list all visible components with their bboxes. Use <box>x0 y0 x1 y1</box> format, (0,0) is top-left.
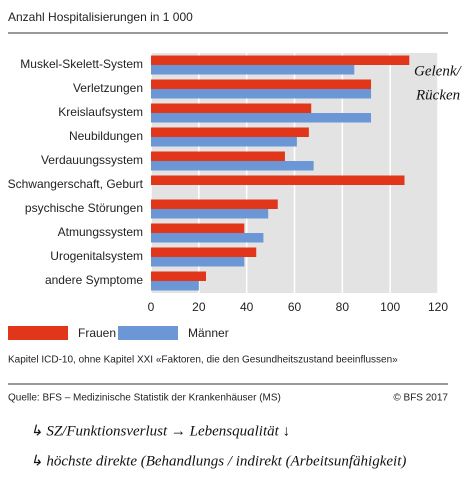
bar <box>151 89 372 99</box>
bar <box>151 137 297 147</box>
legend-swatch <box>118 326 178 340</box>
bar <box>151 151 285 161</box>
y-tick-label: andere Symptome <box>45 273 143 287</box>
legend-swatch <box>8 326 68 340</box>
handwritten-note: ↳ SZ/Funktionsverlust → Lebensqualität ↓ <box>30 423 290 439</box>
handwritten-note: Rücken <box>415 87 460 103</box>
copyright: © BFS 2017 <box>393 393 448 404</box>
x-tick-label: 0 <box>148 300 155 314</box>
x-tick-label: 80 <box>336 300 350 314</box>
chart-title: Anzahl Hospitalisierungen in 1 000 <box>8 10 193 24</box>
bar <box>151 281 199 291</box>
bar <box>151 113 372 123</box>
x-tick-label: 60 <box>288 300 302 314</box>
y-tick-label: psychische Störungen <box>25 201 143 215</box>
handwritten-note: Gelenk/ <box>414 63 462 79</box>
bar <box>151 233 264 243</box>
y-tick-label: Muskel-Skelett-System <box>20 57 143 71</box>
bar <box>151 199 278 209</box>
bar <box>151 103 312 113</box>
x-tick-label: 100 <box>380 300 400 314</box>
legend-label: Frauen <box>78 326 116 340</box>
source: Quelle: BFS – Medizinische Statistik der… <box>8 393 281 404</box>
x-tick-label: 40 <box>240 300 254 314</box>
bar <box>151 175 405 185</box>
bar <box>151 79 372 89</box>
bar <box>151 209 269 219</box>
handwritten-note: ↳ höchste direkte (Behandlungs / indirek… <box>30 453 406 469</box>
bar <box>151 65 355 75</box>
x-tick-label: 120 <box>428 300 448 314</box>
y-tick-label: Neubildungen <box>69 129 143 143</box>
bar <box>151 127 309 137</box>
bar <box>151 55 410 65</box>
x-tick-label: 20 <box>192 300 206 314</box>
y-tick-label: Schwangerschaft, Geburt <box>8 177 144 191</box>
bar <box>151 223 245 233</box>
y-tick-label: Verletzungen <box>73 81 143 95</box>
legend-label: Männer <box>188 326 229 340</box>
y-tick-label: Atmungssystem <box>58 225 143 239</box>
bar <box>151 161 314 171</box>
y-tick-label: Urogenitalsystem <box>50 249 143 263</box>
note: Kapitel ICD-10, ohne Kapitel XXI «Faktor… <box>8 355 398 366</box>
bar <box>151 257 245 267</box>
y-tick-label: Verdauungssystem <box>41 153 143 167</box>
y-tick-label: Kreislaufsystem <box>58 105 143 119</box>
bar <box>151 247 257 257</box>
bar <box>151 271 207 281</box>
